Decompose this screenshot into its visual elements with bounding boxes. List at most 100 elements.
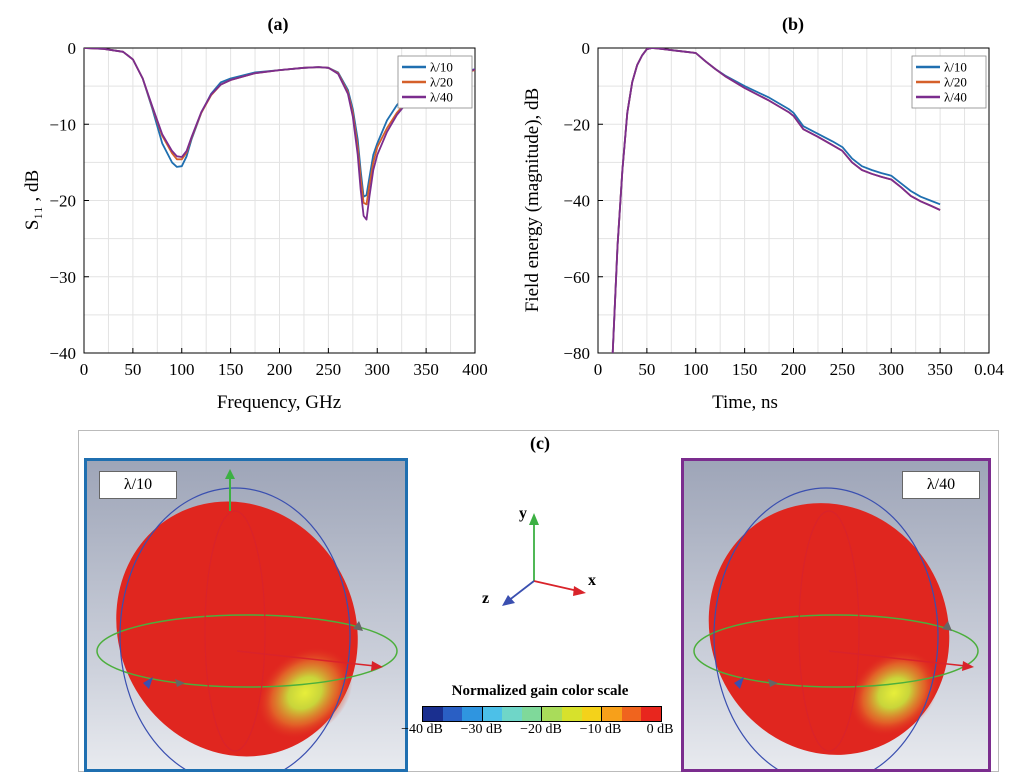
y-axis-arrow-icon — [225, 469, 235, 479]
x-tick-label: 100 — [683, 360, 709, 379]
x-tick-label: 150 — [732, 360, 758, 379]
colorbar-tick-label: 0 dB — [646, 722, 674, 737]
chart-a-legend: λ/10λ/20λ/40 — [397, 55, 473, 109]
legend-entry: λ/10 — [430, 60, 453, 75]
x-tick-label: 250 — [316, 360, 342, 379]
x-tick-label: 350 — [413, 360, 439, 379]
theta-circle-blue — [119, 487, 351, 769]
colorbar-title: Normalized gain color scale — [451, 683, 629, 699]
x-tick-label: 200 — [267, 360, 293, 379]
colorbar — [422, 706, 662, 722]
colorbar-segment — [482, 707, 503, 721]
y-tick-label: −40 — [563, 192, 590, 211]
colorbar-tick-label: −20 dB — [520, 722, 562, 737]
chart-b-xlabel: Time, ns — [712, 392, 778, 413]
phi-circle — [96, 614, 398, 688]
legend-entry: λ/40 — [430, 90, 453, 105]
colorbar-tick-label: −30 dB — [460, 722, 503, 737]
theta-circle-blue — [713, 487, 939, 769]
phi-marker-icon — [942, 621, 952, 631]
phi-circle — [693, 614, 979, 688]
panel-c-title: (c) — [530, 433, 550, 453]
pattern-label-lambda10: λ/10 — [99, 471, 177, 499]
pattern-box-lambda40: λ/40 — [681, 458, 991, 772]
colorbar-ticks: −40 dB −30 dB −20 dB −10 dB 0 dB — [0, 722, 1019, 740]
chart-a-series — [84, 48, 475, 221]
x-tick-label: 400 — [462, 360, 488, 379]
theta-marker-icon — [175, 679, 185, 687]
axes-z-arrow-icon — [502, 595, 515, 606]
x-axis-arrow-icon — [371, 661, 383, 671]
series-line-3 — [611, 48, 941, 353]
pattern-label-lambda40: λ/40 — [902, 471, 980, 499]
legend-entry: λ/10 — [944, 60, 967, 75]
x-axis-line — [236, 650, 376, 667]
s11-chart: (a) 0 50 100 150 200 250 300 350 400 −40 −30 −20 −10… — [22, 14, 488, 413]
axes-y-label: y — [519, 505, 527, 522]
y-tick-label: −20 — [563, 115, 590, 134]
chart-b-ylabel: Field energy (magnitude), dB — [522, 88, 543, 312]
x-tick-label: 300 — [879, 360, 905, 379]
axes-y-arrow-icon — [529, 513, 539, 525]
field-energy-chart: (b) 0 50 100 150 200 250 300 350 0.04 −80 −60 −40 −2… — [522, 14, 1004, 413]
legend-entry: λ/20 — [430, 75, 453, 90]
chart-b-ticks: 0 50 100 150 200 250 300 350 0.04 −80 −60 −40 −20 0 — [563, 39, 1004, 379]
axes-x-line — [533, 580, 579, 592]
chart-b-title: (b) — [782, 14, 804, 35]
x-tick-label: 250 — [830, 360, 856, 379]
z-axis-arrow-icon — [143, 677, 153, 689]
x-axis-arrow-icon — [962, 661, 974, 671]
y-tick-label: −20 — [49, 192, 76, 211]
colorbar-segment — [602, 707, 622, 721]
colorbar-segment — [581, 707, 603, 721]
colorbar-segment — [462, 707, 483, 721]
x-tick-label: 0 — [80, 360, 89, 379]
legend-entry: λ/20 — [944, 75, 967, 90]
x-tick-label: 350 — [927, 360, 953, 379]
theta-marker-icon — [768, 679, 778, 687]
y-tick-label: 0 — [68, 39, 77, 58]
pattern-hotspot — [257, 647, 353, 739]
x-tick-label: 50 — [638, 360, 655, 379]
x-tick-label: 300 — [365, 360, 391, 379]
colorbar-tick-label: −40 dB — [401, 722, 443, 737]
chart-a-xlabel: Frequency, GHz — [217, 392, 341, 413]
axes-z-line — [507, 580, 535, 602]
colorbar-segment — [502, 707, 522, 721]
phi-marker-icon — [353, 621, 363, 631]
legend-entry: λ/40 — [944, 90, 967, 105]
pattern-box-lambda10: λ/10 — [84, 458, 408, 772]
x-axis-line — [828, 650, 967, 667]
theta-circle-red — [204, 510, 266, 752]
chart-a-ticks: 0 50 100 150 200 250 300 350 400 −40 −30 −20 −10 0 — [49, 39, 487, 379]
colorbar-segment — [542, 707, 563, 721]
radiation-pattern-3d-left — [96, 469, 398, 769]
x-tick-label: 0.04 — [974, 360, 1004, 379]
axes-x-arrow-icon — [573, 586, 586, 596]
colorbar-segment — [641, 707, 661, 721]
colorbar-segment — [521, 707, 543, 721]
y-tick-label: −10 — [49, 115, 76, 134]
theta-circle-red — [798, 510, 860, 752]
axes-z-label: z — [482, 590, 489, 607]
chart-a-title: (a) — [268, 14, 289, 35]
x-tick-label: 100 — [169, 360, 195, 379]
x-tick-label: 0 — [594, 360, 603, 379]
y-tick-label: −40 — [49, 344, 76, 363]
chart-a-ylabel: S₁₁ , dB — [22, 170, 43, 230]
pattern-hotspot — [849, 650, 939, 736]
chart-b-legend: λ/10λ/20λ/40 — [911, 55, 987, 109]
chart-b-series — [611, 48, 941, 353]
series-line-3 — [84, 48, 475, 221]
y-tick-label: −30 — [49, 268, 76, 287]
colorbar-tick-label: −10 dB — [579, 722, 622, 737]
colorbar-segment — [423, 707, 443, 721]
radiation-pattern-3d-right — [693, 487, 979, 769]
colorbar-segment — [562, 707, 582, 721]
y-tick-label: −80 — [563, 344, 590, 363]
colorbar-segment — [621, 707, 642, 721]
z-axis-arrow-icon — [734, 677, 744, 689]
y-tick-label: −60 — [563, 268, 590, 287]
x-tick-label: 50 — [124, 360, 141, 379]
y-tick-label: 0 — [582, 39, 591, 58]
